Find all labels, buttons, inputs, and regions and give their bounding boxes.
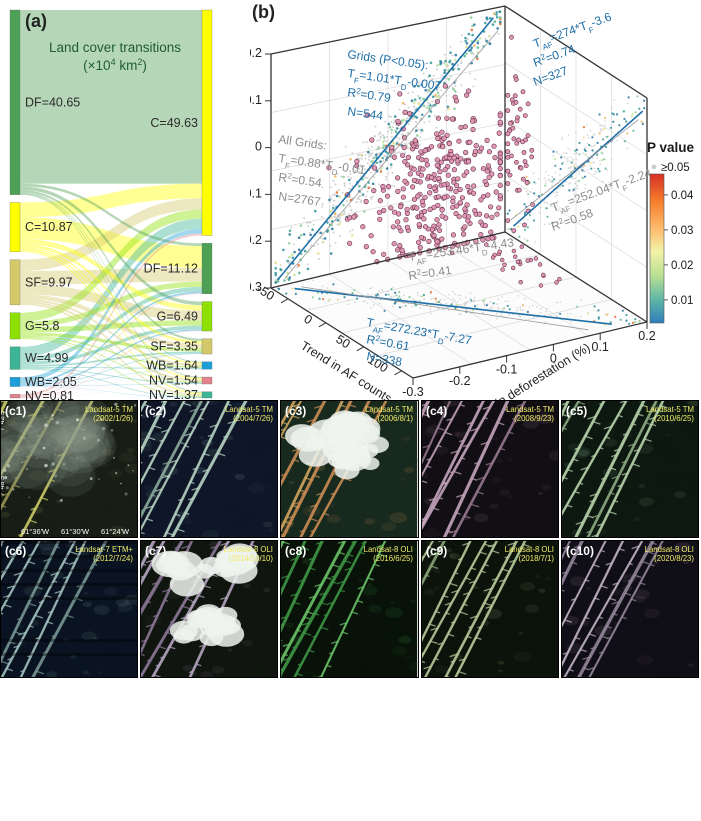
svg-text:DF=11.12: DF=11.12 [144, 262, 198, 276]
svg-text:(2008/9/23): (2008/9/23) [514, 414, 554, 423]
svg-text:DF=40.65: DF=40.65 [25, 95, 80, 109]
svg-text:Landsat-5 TM: Landsat-5 TM [85, 405, 133, 414]
svg-text:WB=1.64: WB=1.64 [146, 359, 198, 373]
svg-text:G=6.49: G=6.49 [157, 309, 198, 323]
svg-text:(2004/7/26): (2004/7/26) [233, 414, 273, 423]
svg-text:-0.2: -0.2 [449, 374, 471, 388]
svg-text:(c6): (c6) [5, 544, 26, 558]
svg-text:0.01: 0.01 [671, 295, 693, 307]
svg-text:Landsat-5 TM: Landsat-5 TM [506, 405, 554, 414]
svg-text:(2006/8/1): (2006/8/1) [378, 414, 414, 423]
svg-text:0.03: 0.03 [671, 225, 693, 237]
svg-text:-0.1: -0.1 [496, 363, 518, 377]
svg-text:(2002/1/26): (2002/1/26) [93, 414, 133, 423]
svg-text:(c10): (c10) [566, 544, 594, 558]
svg-text:61°30'W: 61°30'W [61, 527, 90, 536]
svg-text:(c7): (c7) [145, 544, 166, 558]
svg-text:NV=0.81: NV=0.81 [25, 389, 74, 400]
svg-text:NV=1.54: NV=1.54 [149, 374, 198, 388]
svg-text:(×104 km2): (×104 km2) [83, 57, 147, 73]
svg-text:Land cover transitions: Land cover transitions [49, 40, 181, 55]
svg-text:(2014/10/10): (2014/10/10) [229, 554, 274, 563]
svg-text:Landsat-8 OLI: Landsat-8 OLI [504, 545, 553, 554]
svg-text:0.1: 0.1 [250, 93, 262, 107]
svg-text:(2020/8/23): (2020/8/23) [654, 554, 694, 563]
svg-text:0.2: 0.2 [638, 329, 655, 343]
svg-text:0.02: 0.02 [671, 260, 693, 272]
svg-text:Landsat-5 TM: Landsat-5 TM [225, 405, 273, 414]
svg-text:(b): (b) [252, 2, 275, 22]
svg-text:Landsat-8 OLI: Landsat-8 OLI [364, 545, 413, 554]
svg-text:WB=2.05: WB=2.05 [25, 375, 77, 389]
svg-text:7°48'S: 7°48'S [1, 475, 6, 496]
svg-text:P value: P value [647, 140, 695, 155]
svg-text:-0.1: -0.1 [250, 186, 262, 200]
svg-text:61°24'W: 61°24'W [101, 527, 130, 536]
svg-text:0.1: 0.1 [592, 340, 609, 354]
svg-text:Landsat-7 ETM+: Landsat-7 ETM+ [75, 545, 133, 554]
svg-text:61°36'W: 61°36'W [21, 527, 50, 536]
svg-text:(c8): (c8) [285, 544, 306, 558]
svg-text:(c9): (c9) [426, 544, 447, 558]
svg-text:(c4): (c4) [426, 404, 447, 418]
svg-text:(c1): (c1) [5, 404, 26, 418]
svg-text:SF=3.35: SF=3.35 [150, 339, 198, 353]
svg-text:C=10.87: C=10.87 [25, 220, 73, 234]
svg-text:≥0.05: ≥0.05 [661, 162, 690, 174]
svg-text:(c3): (c3) [285, 404, 306, 418]
svg-text:(a): (a) [25, 11, 47, 31]
svg-text:(c5): (c5) [566, 404, 587, 418]
svg-text:Landsat-5 TM: Landsat-5 TM [366, 405, 414, 414]
svg-text:0: 0 [301, 312, 314, 328]
svg-text:0: 0 [255, 140, 262, 154]
svg-text:(2018/7/1): (2018/7/1) [518, 554, 554, 563]
svg-text:G=5.8: G=5.8 [25, 319, 59, 333]
svg-text:NV=1.37: NV=1.37 [149, 388, 198, 400]
svg-text:W=4.99: W=4.99 [25, 351, 68, 365]
svg-text:(2012/7/24): (2012/7/24) [93, 554, 133, 563]
svg-text:Landsat-8 OLI: Landsat-8 OLI [644, 545, 693, 554]
svg-text:0.04: 0.04 [671, 190, 694, 202]
svg-text:-0.2: -0.2 [250, 233, 262, 247]
svg-text:Landsat-8 OLI: Landsat-8 OLI [224, 545, 273, 554]
svg-text:0.2: 0.2 [250, 46, 262, 60]
svg-text:(2010/6/25): (2010/6/25) [654, 414, 694, 423]
svg-text:Landsat-5 TM: Landsat-5 TM [646, 405, 694, 414]
svg-text:-0.3: -0.3 [402, 385, 424, 399]
svg-text:C=49.63: C=49.63 [150, 116, 198, 130]
svg-text:SF=9.97: SF=9.97 [25, 275, 73, 289]
svg-text:(2016/6/25): (2016/6/25) [374, 554, 414, 563]
svg-text:(c2): (c2) [145, 404, 166, 418]
